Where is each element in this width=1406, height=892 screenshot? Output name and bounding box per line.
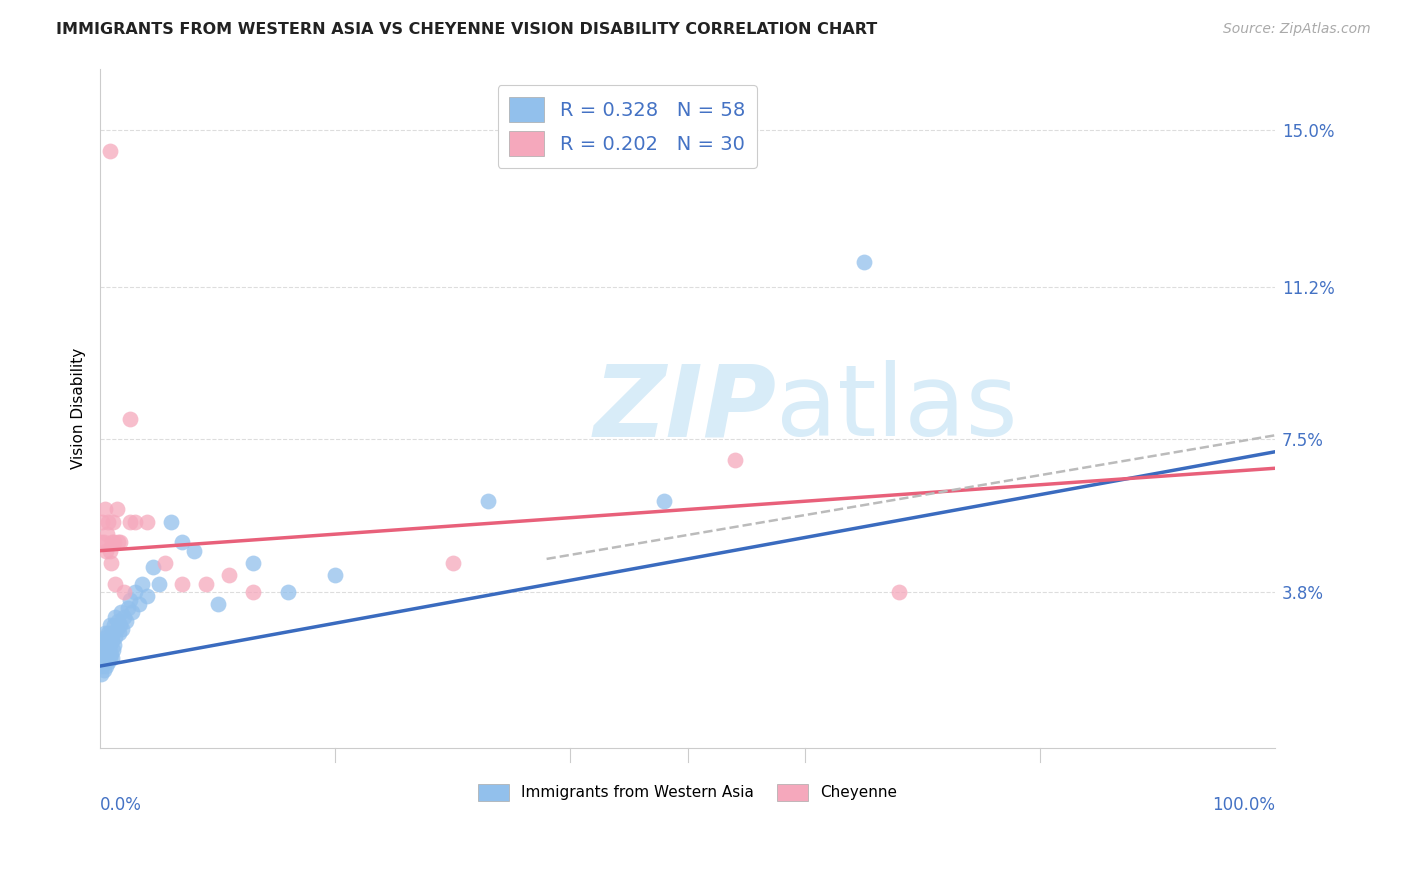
Point: [94, 647, 117, 661]
Point: [124, 585, 146, 599]
Point: [94, 626, 117, 640]
Point: [477, 494, 499, 508]
Point: [100, 630, 122, 644]
Point: [652, 494, 675, 508]
Point: [97, 515, 120, 529]
Text: IMMIGRANTS FROM WESTERN ASIA VS CHEYENNE VISION DISABILITY CORRELATION CHART: IMMIGRANTS FROM WESTERN ASIA VS CHEYENNE…: [56, 22, 877, 37]
Point: [277, 585, 299, 599]
Point: [105, 502, 128, 516]
Point: [91, 639, 114, 653]
Text: 100.0%: 100.0%: [1212, 796, 1275, 814]
Point: [103, 639, 125, 653]
Text: 0.0%: 0.0%: [100, 796, 142, 814]
Point: [110, 606, 132, 620]
Point: [108, 626, 131, 640]
Point: [94, 543, 117, 558]
Point: [96, 639, 118, 653]
Text: ZIP: ZIP: [593, 360, 776, 457]
Point: [93, 535, 115, 549]
Point: [103, 535, 125, 549]
Point: [117, 601, 139, 615]
Point: [121, 606, 143, 620]
Point: [96, 650, 118, 665]
Point: [194, 576, 217, 591]
Point: [112, 609, 135, 624]
Point: [101, 634, 124, 648]
Point: [94, 502, 117, 516]
Point: [94, 659, 117, 673]
Point: [101, 642, 124, 657]
Point: [723, 453, 745, 467]
Point: [118, 412, 141, 426]
Point: [183, 543, 205, 558]
Point: [131, 576, 153, 591]
Point: [128, 597, 150, 611]
Legend: Immigrants from Western Asia, Cheyenne: Immigrants from Western Asia, Cheyenne: [471, 776, 904, 809]
Point: [101, 626, 124, 640]
Point: [98, 543, 121, 558]
Point: [148, 576, 170, 591]
Point: [90, 650, 112, 665]
Point: [98, 639, 121, 653]
Point: [93, 634, 115, 648]
Point: [97, 655, 120, 669]
Point: [115, 614, 138, 628]
Point: [207, 597, 229, 611]
Point: [242, 585, 264, 599]
Point: [93, 663, 115, 677]
Point: [100, 647, 122, 661]
Point: [136, 515, 159, 529]
Point: [98, 618, 121, 632]
Point: [94, 642, 117, 657]
Point: [111, 622, 134, 636]
Point: [136, 589, 159, 603]
Point: [90, 535, 112, 549]
Point: [107, 614, 129, 628]
Text: Source: ZipAtlas.com: Source: ZipAtlas.com: [1223, 22, 1371, 37]
Y-axis label: Vision Disability: Vision Disability: [72, 348, 86, 469]
Point: [118, 593, 141, 607]
Point: [91, 515, 114, 529]
Point: [103, 618, 125, 632]
Point: [852, 255, 875, 269]
Point: [153, 556, 176, 570]
Point: [105, 622, 128, 636]
Point: [887, 585, 910, 599]
Point: [441, 556, 464, 570]
Point: [101, 515, 124, 529]
Point: [98, 144, 121, 158]
Point: [101, 650, 124, 665]
Point: [108, 618, 131, 632]
Point: [100, 556, 122, 570]
Point: [104, 630, 127, 644]
Point: [124, 515, 146, 529]
Point: [96, 527, 118, 541]
Point: [242, 556, 264, 570]
Point: [108, 535, 131, 549]
Point: [112, 585, 135, 599]
Point: [159, 515, 181, 529]
Point: [107, 535, 129, 549]
Point: [218, 568, 240, 582]
Text: atlas: atlas: [776, 360, 1018, 457]
Point: [98, 650, 121, 665]
Point: [97, 642, 120, 657]
Point: [101, 535, 124, 549]
Point: [172, 535, 194, 549]
Point: [142, 560, 165, 574]
Point: [93, 650, 115, 665]
Point: [323, 568, 346, 582]
Point: [172, 576, 194, 591]
Point: [97, 626, 120, 640]
Point: [118, 515, 141, 529]
Point: [90, 667, 112, 681]
Point: [91, 659, 114, 673]
Point: [104, 576, 127, 591]
Point: [94, 630, 117, 644]
Point: [94, 655, 117, 669]
Point: [104, 609, 127, 624]
